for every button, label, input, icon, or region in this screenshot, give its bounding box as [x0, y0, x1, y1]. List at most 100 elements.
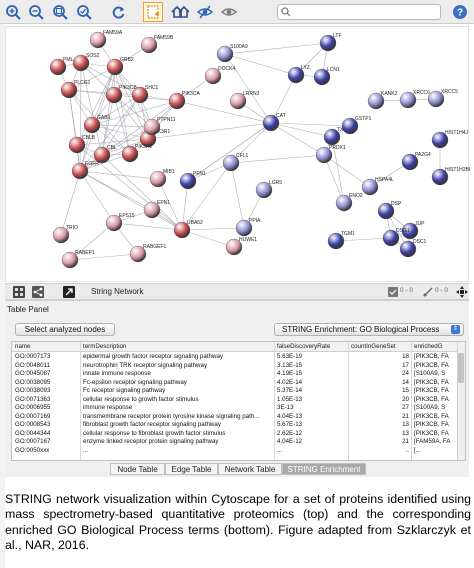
- node-circle[interactable]: [72, 54, 90, 72]
- node-circle[interactable]: [401, 222, 419, 240]
- network-node-ltf[interactable]: LTF: [319, 33, 342, 52]
- tab-network-table[interactable]: Network Table: [218, 463, 282, 475]
- network-edge[interactable]: [69, 253, 139, 261]
- network-edge[interactable]: [91, 94, 141, 126]
- table-row[interactable]: GO:0045087 innate immune response 4.19E-15…: [12, 370, 460, 379]
- network-node-jup[interactable]: JUP: [401, 221, 425, 240]
- node-circle[interactable]: [204, 67, 222, 85]
- network-node-pik3r2[interactable]: PIK3R2: [121, 144, 152, 163]
- network-edge[interactable]: [80, 62, 141, 96]
- network-node-ppia[interactable]: PPIA: [235, 218, 261, 237]
- network-node-hist1h2bl[interactable]: HIST1H2BL: [431, 167, 472, 186]
- node-circle[interactable]: [323, 128, 341, 146]
- network-edge[interactable]: [270, 122, 333, 138]
- share-icon[interactable]: [32, 286, 44, 298]
- network-edge[interactable]: [147, 122, 272, 140]
- network-edge[interactable]: [224, 53, 297, 76]
- home-icon[interactable]: [171, 3, 189, 21]
- select-analyzed-nodes-button[interactable]: Select analyzed nodes: [15, 323, 115, 336]
- network-node-fam59b[interactable]: FAM59B: [140, 35, 174, 54]
- network-node-rabgef1[interactable]: RABGEF1: [129, 244, 167, 263]
- network-node-prdx1[interactable]: PRDX1: [315, 145, 346, 164]
- node-circle[interactable]: [106, 58, 124, 76]
- node-circle[interactable]: [313, 68, 331, 86]
- node-circle[interactable]: [68, 136, 86, 154]
- network-node-dsc1[interactable]: DSC1: [399, 239, 427, 258]
- network-edge[interactable]: [114, 66, 149, 140]
- network-node-pik3ca[interactable]: PIK3CA: [168, 91, 200, 110]
- tab-edge-table[interactable]: Edge Table: [165, 463, 218, 475]
- node-circle[interactable]: [149, 170, 167, 188]
- node-circle[interactable]: [399, 91, 417, 109]
- node-circle[interactable]: [361, 178, 379, 196]
- network-node-tgm1[interactable]: TGM1: [327, 231, 355, 250]
- network-node-lgr5[interactable]: LGR5: [255, 180, 282, 199]
- column-header-false-discovery-rate[interactable]: falseDiscoveryRate: [277, 343, 331, 350]
- node-circle[interactable]: [319, 34, 337, 52]
- node-circle[interactable]: [105, 86, 123, 104]
- table-row[interactable]: GO:0050xxx........ [...: [12, 447, 460, 456]
- node-circle[interactable]: [131, 86, 149, 104]
- network-edge[interactable]: [80, 62, 103, 156]
- node-circle[interactable]: [89, 31, 107, 49]
- node-circle[interactable]: [93, 146, 111, 164]
- network-edge[interactable]: [270, 74, 297, 124]
- network-node-gab1[interactable]: GAB1: [83, 115, 111, 134]
- node-circle[interactable]: [168, 92, 186, 110]
- table-row[interactable]: GO:0048011 neurotrophin TRK receptor sign…: [12, 362, 460, 371]
- network-node-eps15[interactable]: EPS15: [105, 213, 135, 232]
- network-canvas[interactable]: PML SOS2 GRB2 FAM59A FAM59B PLCG1 SHC1 PIK3CA PI…: [6, 27, 472, 283]
- network-edge[interactable]: [270, 122, 325, 156]
- network-node-pik3cb[interactable]: PIK3CB: [105, 85, 137, 104]
- table-scrollbar[interactable]: [457, 342, 465, 460]
- network-node-lyz[interactable]: LYZ: [287, 65, 310, 84]
- zoom-fit-icon[interactable]: [51, 3, 69, 21]
- zoom-out-icon[interactable]: [27, 3, 45, 21]
- network-edge[interactable]: [230, 154, 325, 164]
- table-row[interactable]: GO:0038095 Fc-epsilon receptor signaling …: [12, 379, 460, 388]
- network-edge[interactable]: [76, 138, 149, 146]
- network-node-dsg1[interactable]: DSG1: [382, 228, 410, 247]
- network-edge[interactable]: [323, 154, 371, 188]
- node-circle[interactable]: [52, 226, 70, 244]
- network-edge[interactable]: [230, 122, 272, 164]
- node-circle[interactable]: [377, 202, 395, 220]
- node-circle[interactable]: [61, 251, 79, 269]
- detach-view-icon[interactable]: [63, 286, 75, 298]
- table-row[interactable]: GO:0038093 Fc receptor signaling pathway 5…: [12, 387, 460, 396]
- refresh-icon[interactable]: [110, 3, 128, 21]
- table-row[interactable]: GO:0007173 epidermal growth factor recept…: [12, 353, 460, 362]
- network-edge[interactable]: [113, 94, 153, 128]
- node-circle[interactable]: [229, 92, 247, 110]
- new-network-from-selection-icon[interactable]: [143, 2, 163, 22]
- table-row[interactable]: GO:0007167 enzyme linked receptor protein…: [12, 438, 460, 447]
- network-edge[interactable]: [68, 66, 116, 91]
- node-circle[interactable]: [216, 45, 234, 63]
- network-node-rabep1[interactable]: RABEP1: [61, 250, 95, 269]
- network-edge[interactable]: [79, 170, 153, 211]
- enrichment-category-select[interactable]: STRING Enrichment: GO Biological Process…: [274, 323, 464, 336]
- node-circle[interactable]: [399, 240, 417, 258]
- network-node-eno2[interactable]: ENO2: [335, 193, 363, 212]
- column-header-enriched-genes[interactable]: enrichedG: [414, 343, 443, 350]
- network-node-cat[interactable]: CAT: [262, 113, 286, 132]
- network-node-pa2g4[interactable]: PA2G4: [401, 152, 431, 171]
- network-edge[interactable]: [79, 170, 183, 231]
- node-circle[interactable]: [49, 58, 67, 76]
- network-node-lcn1[interactable]: LCN1: [313, 67, 340, 86]
- zoom-selected-icon[interactable]: [75, 3, 93, 21]
- network-edge[interactable]: [176, 100, 272, 124]
- node-circle[interactable]: [143, 201, 161, 219]
- zoom-in-icon[interactable]: [4, 3, 22, 21]
- node-circle[interactable]: [431, 131, 449, 149]
- node-circle[interactable]: [401, 153, 419, 171]
- network-edge[interactable]: [79, 170, 159, 180]
- network-edge[interactable]: [157, 178, 183, 231]
- network-node-txn[interactable]: TXN: [323, 127, 347, 146]
- network-edge[interactable]: [113, 94, 131, 155]
- network-node-shc1[interactable]: SHC1: [131, 85, 159, 104]
- network-edge[interactable]: [101, 94, 141, 156]
- node-circle[interactable]: [83, 116, 101, 134]
- enrichment-table[interactable]: name termDescription falseDiscoveryRate …: [11, 341, 466, 461]
- column-header-term-description[interactable]: termDescription: [83, 343, 127, 350]
